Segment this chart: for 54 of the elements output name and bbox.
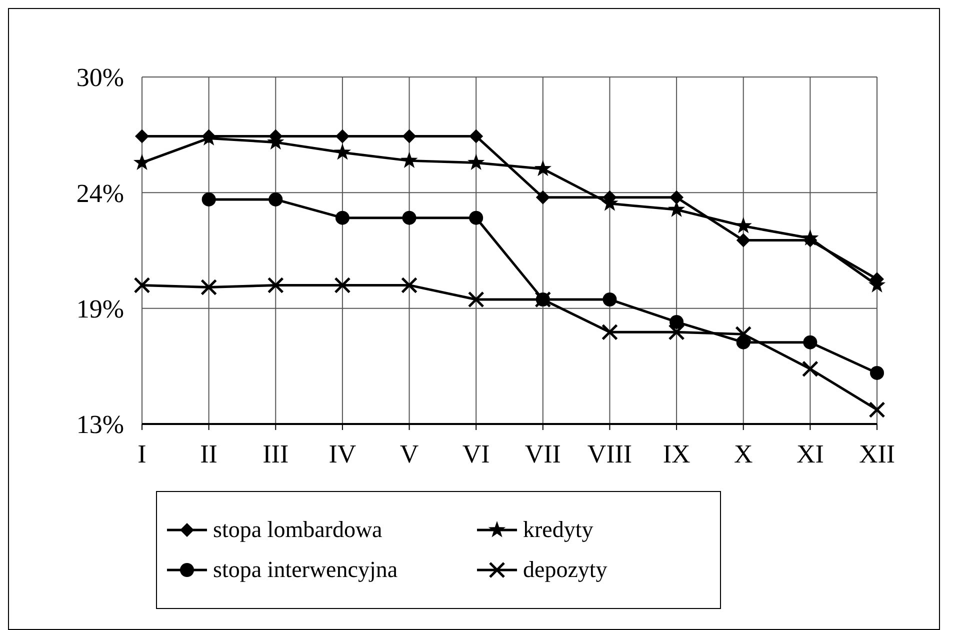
legend-label: kredyty (523, 517, 594, 543)
point (803, 233, 818, 248)
point (802, 360, 818, 378)
point (400, 152, 418, 168)
point (534, 160, 552, 176)
point (803, 335, 818, 350)
point (402, 129, 416, 144)
point (668, 324, 685, 340)
legend-label: stopa interwencyjna (213, 557, 398, 583)
point (134, 276, 150, 294)
x-tick-label: VII (524, 439, 561, 468)
point (468, 291, 484, 308)
point (734, 217, 752, 234)
x-tick-label: VIII (587, 439, 632, 468)
point (335, 129, 350, 144)
legend-label: depozyty (523, 557, 608, 583)
point (202, 192, 216, 206)
x-tick-label: IX (662, 439, 690, 468)
x-tick-label: XII (858, 439, 896, 468)
point (200, 278, 218, 296)
y-tick-label: 19% (76, 294, 124, 324)
point (268, 192, 283, 206)
point (401, 276, 418, 294)
x-tick-label: II (200, 439, 218, 468)
x-tick-label: XI (796, 439, 824, 468)
point (870, 366, 884, 380)
x-tick-label: VI (462, 439, 490, 468)
x-tick-label: III (262, 439, 289, 468)
x-tick-label: V (400, 439, 419, 468)
y-tick-label: 30% (76, 63, 124, 92)
point (334, 276, 351, 294)
point (868, 401, 886, 418)
point (402, 210, 416, 225)
point (670, 314, 684, 329)
point (602, 292, 617, 306)
point (468, 154, 485, 170)
y-tick-label: 24% (76, 178, 124, 208)
point (335, 210, 350, 225)
x-tick-label: I (138, 439, 146, 468)
point (334, 144, 352, 160)
legend-label: stopa lombardowa (213, 517, 382, 543)
x-tick-label: IV (328, 439, 356, 468)
point (736, 335, 750, 350)
y-tick-label: 13% (76, 410, 124, 440)
point (135, 129, 149, 144)
point (469, 129, 484, 144)
point (735, 326, 752, 342)
point (536, 190, 550, 204)
point (469, 210, 484, 225)
point (736, 233, 750, 248)
point (601, 324, 618, 340)
point (267, 276, 284, 294)
x-tick-label: X (734, 439, 753, 468)
point (670, 190, 684, 204)
